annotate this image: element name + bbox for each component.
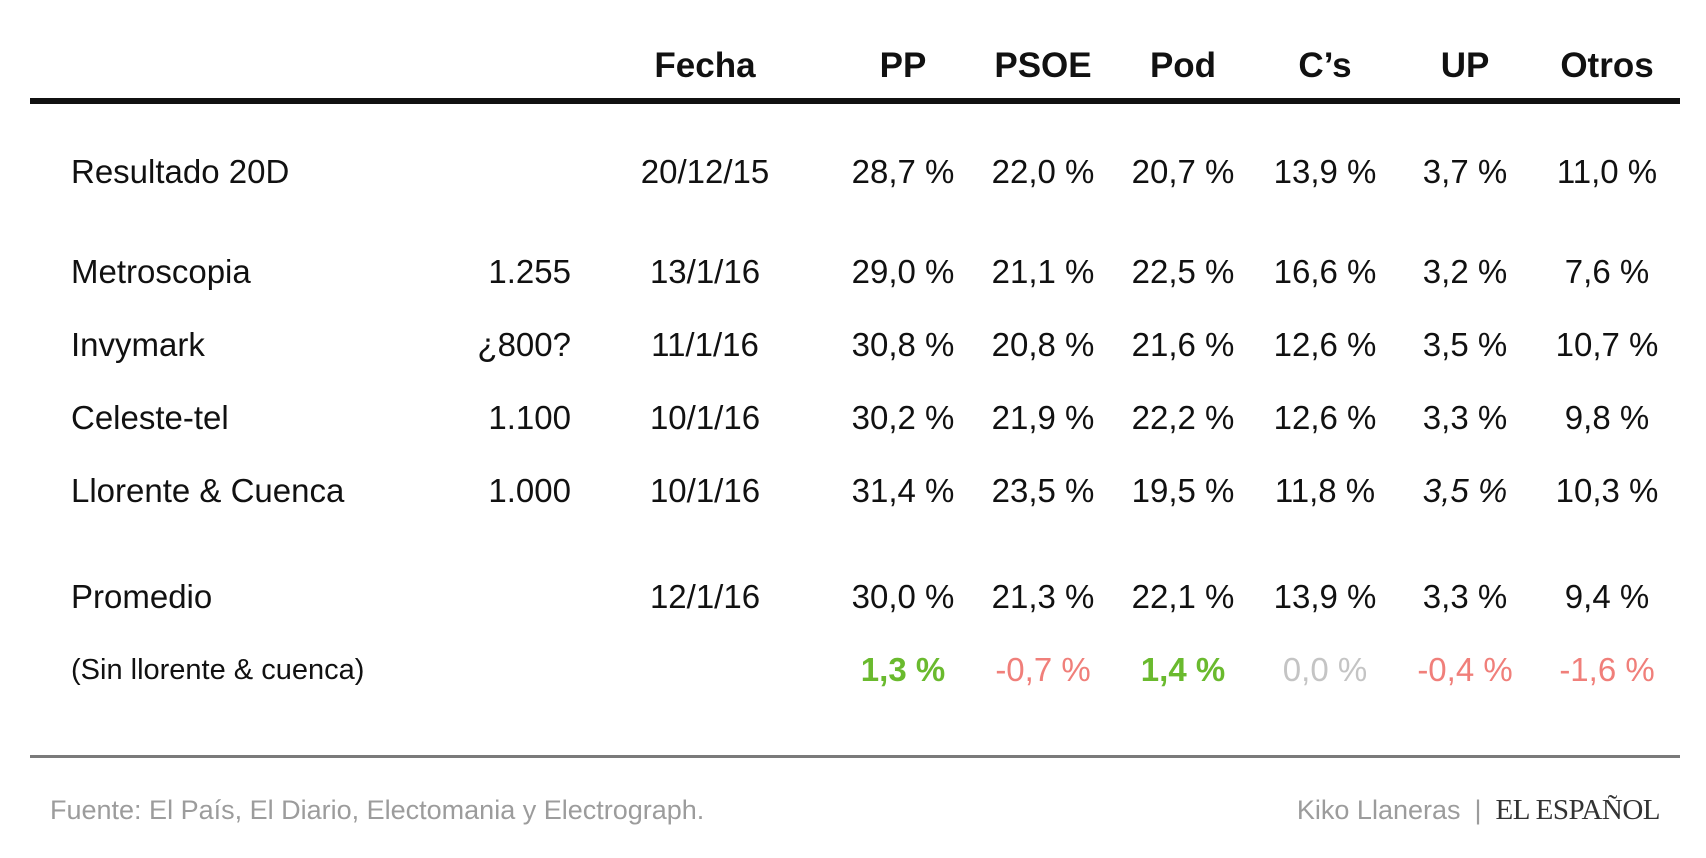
row-value: 11,8 % xyxy=(1274,472,1376,509)
header-fecha: Fecha xyxy=(654,46,756,85)
row-date: 12/1/16 xyxy=(649,578,761,615)
row-value: 22,2 % xyxy=(1131,399,1235,436)
row-value: 19,5 % xyxy=(1131,472,1235,509)
footer-rule xyxy=(30,755,1680,758)
row-value: 21,1 % xyxy=(991,253,1095,290)
header-0: PP xyxy=(879,46,927,85)
row-label: Resultado 20D xyxy=(71,153,290,190)
row-date: 10/1/16 xyxy=(649,472,761,509)
diff-value: -1,6 % xyxy=(1559,651,1655,688)
row-value: 30,0 % xyxy=(851,578,955,615)
row-value: 3,3 % xyxy=(1422,578,1508,615)
row-value: 22,0 % xyxy=(991,153,1095,190)
row-sample-size: 1.100 xyxy=(488,399,571,436)
row-sample-size: ¿800? xyxy=(477,326,571,363)
row-value: 30,2 % xyxy=(851,399,955,436)
row-value: 13,9 % xyxy=(1273,153,1377,190)
row-value: 22,1 % xyxy=(1131,578,1235,615)
row-value: 3,7 % xyxy=(1422,153,1508,190)
source-note: Fuente: El País, El Diario, Electomania … xyxy=(50,795,705,825)
row-value: 29,0 % xyxy=(851,253,955,290)
row-label: Metroscopia xyxy=(71,253,251,290)
diff-value: 1,3 % xyxy=(860,651,946,688)
diff-value: 1,4 % xyxy=(1140,651,1226,688)
row-value: 7,6 % xyxy=(1564,253,1650,290)
header-5: Otros xyxy=(1560,46,1654,85)
row-value: 9,8 % xyxy=(1564,399,1650,436)
row-date: 13/1/16 xyxy=(649,253,761,290)
row-value: 10,3 % xyxy=(1555,472,1659,509)
row-value: 31,4 % xyxy=(851,472,955,509)
author-name: Kiko Llaneras xyxy=(1296,795,1461,825)
row-date: 10/1/16 xyxy=(649,399,761,436)
row-label: Invymark xyxy=(71,326,205,363)
diff-value: -0,4 % xyxy=(1417,651,1513,688)
row-value: 10,7 % xyxy=(1555,326,1659,363)
row-value: 23,5 % xyxy=(991,472,1095,509)
diff-value: 0,0 % xyxy=(1282,651,1368,688)
header-rule xyxy=(30,98,1680,104)
row-value: 22,5 % xyxy=(1131,253,1235,290)
row-value: 16,6 % xyxy=(1273,253,1377,290)
row-label: Llorente & Cuenca xyxy=(71,472,345,509)
diff-row-label: (Sin llorente & cuenca) xyxy=(71,654,365,686)
diff-value: -0,7 % xyxy=(995,651,1091,688)
header-2: Pod xyxy=(1149,46,1217,85)
row-value: 12,6 % xyxy=(1273,399,1377,436)
row-value: 9,4 % xyxy=(1564,578,1650,615)
row-value: 21,9 % xyxy=(991,399,1095,436)
row-value: 20,8 % xyxy=(991,326,1095,363)
row-value: 21,6 % xyxy=(1131,326,1235,363)
row-label: Promedio xyxy=(71,578,213,615)
row-date: 11/1/16 xyxy=(651,326,759,363)
header-3: C’s xyxy=(1298,46,1352,85)
row-value: 3,5 % xyxy=(1422,472,1508,509)
row-value: 12,6 % xyxy=(1273,326,1377,363)
credit: Kiko Llaneras | EL ESPAÑOL xyxy=(1296,792,1661,828)
row-value: 21,3 % xyxy=(991,578,1095,615)
row-value: 3,3 % xyxy=(1422,399,1508,436)
row-date: 20/12/15 xyxy=(640,153,770,190)
header-1: PSOE xyxy=(994,46,1092,85)
row-value: 13,9 % xyxy=(1273,578,1377,615)
credit-separator: | xyxy=(1474,795,1482,825)
row-value: 28,7 % xyxy=(851,153,955,190)
row-value: 3,2 % xyxy=(1422,253,1508,290)
row-value: 3,5 % xyxy=(1422,326,1508,363)
row-value: 20,7 % xyxy=(1131,153,1235,190)
row-label: Celeste-tel xyxy=(71,399,229,436)
header-4: UP xyxy=(1440,46,1490,85)
brand-logo: EL ESPAÑOL xyxy=(1495,794,1661,826)
row-sample-size: 1.255 xyxy=(488,253,571,290)
row-value: 11,0 % xyxy=(1556,153,1658,190)
row-value: 30,8 % xyxy=(851,326,955,363)
row-sample-size: 1.000 xyxy=(488,472,571,509)
